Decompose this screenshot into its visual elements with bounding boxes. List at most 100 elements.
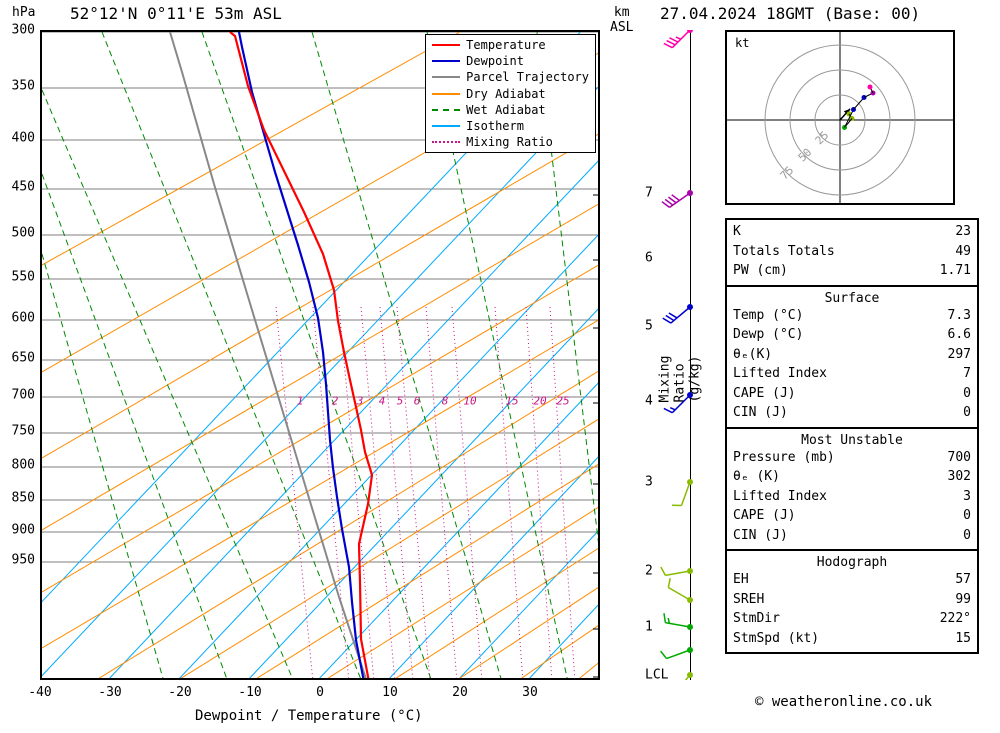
data-key: CIN (J) — [733, 526, 788, 546]
legend-label: Temperature — [466, 37, 545, 53]
right-tick: 6 — [645, 251, 653, 266]
data-value: 57 — [955, 570, 971, 590]
data-row: CIN (J) 0 — [733, 526, 971, 546]
surface-section: Surface Temp (°C) 7.3 Dewp (°C) 6.6 θₑ(K) 297… — [725, 285, 979, 427]
data-row: Dewp (°C) 6.6 — [733, 325, 971, 345]
mixing-ratio-label: 25 — [556, 395, 569, 408]
data-value: 15 — [955, 629, 971, 649]
data-key: EH — [733, 570, 749, 590]
data-row: θₑ(K) 297 — [733, 345, 971, 365]
data-value: 6.6 — [948, 325, 971, 345]
legend-swatch — [432, 125, 460, 127]
legend-label: Wet Adiabat — [466, 102, 545, 118]
data-value: 302 — [948, 467, 971, 487]
left-tick: 500 — [12, 226, 35, 241]
data-key: Pressure (mb) — [733, 448, 835, 468]
right-tick: 1 — [645, 620, 653, 635]
data-value: 1.71 — [940, 261, 971, 281]
legend-swatch — [432, 76, 460, 78]
right-tick: 2 — [645, 564, 653, 579]
data-row: CAPE (J)0 — [733, 384, 971, 404]
data-row: θₑ (K) 302 — [733, 467, 971, 487]
title-location: 52°12'N 0°11'E 53m ASL — [70, 4, 282, 23]
left-tick: 650 — [12, 351, 35, 366]
data-value: 7.3 — [948, 306, 971, 326]
left-tick: 300 — [12, 23, 35, 38]
data-row: Pressure (mb) 700 — [733, 448, 971, 468]
bottom-tick: 10 — [382, 685, 398, 700]
data-tables: K23Totals Totals49PW (cm)1.71 Surface Te… — [725, 218, 979, 654]
legend-label: Dewpoint — [466, 53, 524, 69]
title-datetime: 27.04.2024 18GMT (Base: 00) — [660, 4, 920, 23]
mixing-ratio-label: 6 — [414, 395, 421, 408]
right-tick: 5 — [645, 319, 653, 334]
copyright: © weatheronline.co.uk — [755, 694, 932, 710]
data-row: CAPE (J) 0 — [733, 506, 971, 526]
right-axis-title-top: km ASL — [610, 5, 633, 35]
data-key: Dewp (°C) — [733, 325, 803, 345]
data-row: CIN (J)0 — [733, 403, 971, 423]
legend-item: Temperature — [432, 37, 589, 53]
data-key: θₑ(K) — [733, 345, 772, 365]
legend-label: Parcel Trajectory — [466, 69, 589, 85]
data-value: 0 — [963, 506, 971, 526]
surface-head: Surface — [733, 289, 971, 306]
most-unstable-section: Most Unstable Pressure (mb) 700 θₑ (K) 302 L… — [725, 427, 979, 550]
legend-item: Wet Adiabat — [432, 102, 589, 118]
hodograph: kt 255075 — [725, 30, 955, 205]
data-value: 49 — [955, 242, 971, 262]
bottom-tick: -40 — [28, 685, 51, 700]
mixing-ratio-label: 1 — [297, 395, 304, 408]
legend-swatch — [432, 93, 460, 95]
barbs-svg — [660, 30, 720, 680]
bottom-tick: -10 — [238, 685, 261, 700]
bottom-tick: 0 — [316, 685, 324, 700]
skewt-chart: hPa km ASL 30035040045050055060065070075… — [40, 30, 600, 680]
mixing-ratio-label: 10 — [463, 395, 476, 408]
data-row: SREH99 — [733, 590, 971, 610]
data-value: 700 — [948, 448, 971, 468]
bottom-tick: 30 — [522, 685, 538, 700]
legend-label: Mixing Ratio — [466, 134, 553, 150]
data-key: Lifted Index — [733, 364, 827, 384]
legend-swatch — [432, 109, 460, 111]
data-value: 297 — [948, 345, 971, 365]
mixing-ratio-label: 4 — [379, 395, 386, 408]
data-key: Totals Totals — [733, 242, 835, 262]
left-tick: 400 — [12, 131, 35, 146]
data-value: 0 — [963, 526, 971, 546]
left-axis-title: hPa — [12, 5, 35, 20]
data-key: Temp (°C) — [733, 306, 803, 326]
left-tick: 600 — [12, 311, 35, 326]
legend-swatch — [432, 60, 460, 62]
data-key: θₑ (K) — [733, 467, 780, 487]
data-value: 222° — [940, 609, 971, 629]
left-tick: 700 — [12, 388, 35, 403]
mixing-ratio-label: 3 — [357, 395, 364, 408]
bottom-axis-title: Dewpoint / Temperature (°C) — [195, 708, 423, 724]
legend-swatch — [432, 44, 460, 46]
left-tick: 350 — [12, 79, 35, 94]
mu-head: Most Unstable — [733, 431, 971, 448]
hodo-head: Hodograph — [733, 553, 971, 570]
data-key: StmSpd (kt) — [733, 629, 819, 649]
data-row: Lifted Index 7 — [733, 364, 971, 384]
data-value: 7 — [963, 364, 971, 384]
mixing-ratio-label: 15 — [505, 395, 518, 408]
legend-item: Isotherm — [432, 118, 589, 134]
right-tick: 4 — [645, 394, 653, 409]
data-value: 3 — [963, 487, 971, 507]
legend-item: Dewpoint — [432, 53, 589, 69]
data-key: Lifted Index — [733, 487, 827, 507]
data-key: StmDir — [733, 609, 780, 629]
data-row: Totals Totals 49 — [733, 242, 971, 262]
data-key: CAPE (J) — [733, 506, 796, 526]
left-tick: 900 — [12, 523, 35, 538]
mixing-ratio-label: 8 — [442, 395, 449, 408]
right-tick: 7 — [645, 186, 653, 201]
mixing-ratio-label: 5 — [397, 395, 404, 408]
legend-item: Parcel Trajectory — [432, 69, 589, 85]
legend-label: Dry Adiabat — [466, 86, 545, 102]
legend: TemperatureDewpointParcel TrajectoryDry … — [425, 34, 596, 153]
left-tick: 450 — [12, 180, 35, 195]
